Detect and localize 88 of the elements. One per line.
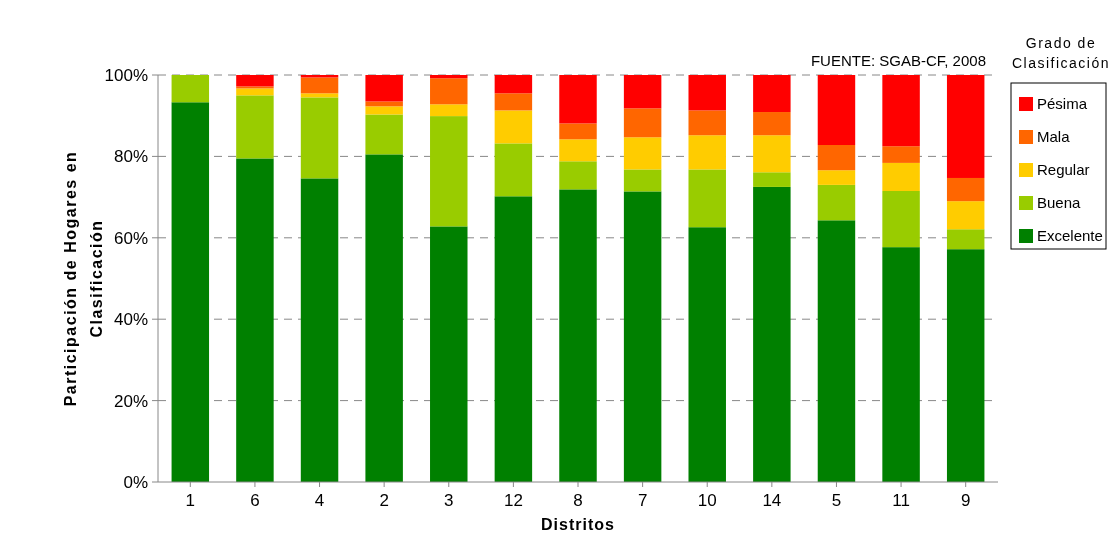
bar [817, 75, 856, 145]
bar [882, 75, 920, 147]
bar [430, 104, 468, 117]
bar [559, 75, 597, 124]
bar [365, 114, 403, 155]
legend-label: Mala [1037, 128, 1071, 146]
bar [946, 249, 985, 482]
bar [688, 110, 726, 136]
y-tick-label: 80% [113, 147, 148, 167]
y-axis-title: Participación de Hogares en Clasificación [62, 150, 105, 407]
bar [688, 135, 726, 170]
y-tick-label: 40% [113, 310, 148, 330]
x-tick-label: 3 [444, 491, 454, 510]
bar [559, 161, 597, 190]
x-tick-label: 14 [762, 491, 782, 510]
x-tick-label: 11 [892, 491, 910, 510]
bar [430, 226, 468, 482]
x-tick-label: 10 [697, 491, 717, 510]
bar [753, 112, 791, 136]
bar [494, 75, 533, 94]
bar [946, 229, 985, 250]
bar [623, 108, 662, 138]
bar [882, 247, 920, 482]
x-tick-label: 9 [960, 491, 971, 510]
bar [365, 75, 403, 102]
bar [494, 93, 533, 111]
bar [300, 93, 339, 98]
y-tick-label: 100% [104, 65, 148, 85]
bar [559, 139, 597, 162]
bar [559, 123, 597, 140]
x-tick-label: 8 [573, 491, 583, 510]
bar [882, 162, 920, 191]
bar [430, 75, 468, 79]
x-tick-label: 2 [379, 491, 389, 510]
x-tick-label: 1 [185, 491, 196, 510]
bar [300, 178, 339, 482]
bar [236, 158, 274, 482]
bar [882, 191, 920, 248]
bar [753, 186, 791, 482]
bar [623, 137, 662, 170]
bar [236, 95, 274, 159]
y-tick-label: 60% [113, 228, 148, 248]
bar [817, 145, 856, 171]
bar [559, 189, 597, 482]
legend-label: Buena [1037, 194, 1082, 212]
bar [753, 135, 791, 173]
bar [236, 86, 274, 89]
y-tick-label: 20% [113, 391, 148, 411]
bar [365, 106, 403, 115]
bar [171, 102, 210, 482]
bar [817, 220, 856, 482]
x-tick-label: 5 [831, 491, 842, 510]
bar [946, 75, 985, 178]
bar [817, 170, 856, 185]
bar [688, 227, 726, 482]
bar [494, 110, 533, 144]
bar [365, 101, 403, 107]
bar [688, 75, 726, 111]
y-tick-label: 0% [123, 472, 148, 492]
bar [688, 169, 726, 228]
bar [494, 196, 533, 482]
bar [236, 88, 274, 96]
x-axis-title: Distritos [541, 516, 615, 533]
bar [946, 177, 985, 202]
x-tick-label: 4 [314, 491, 325, 510]
bar [623, 191, 662, 482]
x-tick-label: 7 [637, 491, 648, 510]
legend-label: Regular [1037, 161, 1090, 179]
bar [753, 172, 791, 187]
bar [817, 184, 856, 221]
x-tick-label: 6 [250, 491, 260, 510]
bar [753, 75, 791, 113]
legend-label: Excelente [1037, 227, 1103, 245]
x-tick-label: 12 [503, 491, 523, 510]
bar [300, 77, 339, 94]
bar [623, 169, 662, 192]
bar [430, 116, 468, 227]
bar [623, 75, 662, 109]
bar [171, 75, 210, 103]
bar [946, 201, 985, 230]
source-note: FUENTE: SGAB-CF, 2008 [810, 52, 986, 69]
legend-label: Pésima [1037, 95, 1088, 113]
bar [882, 146, 920, 163]
bar [494, 143, 533, 197]
bar [430, 78, 468, 105]
bar [300, 97, 339, 179]
bar [236, 75, 274, 87]
bar [365, 154, 403, 482]
